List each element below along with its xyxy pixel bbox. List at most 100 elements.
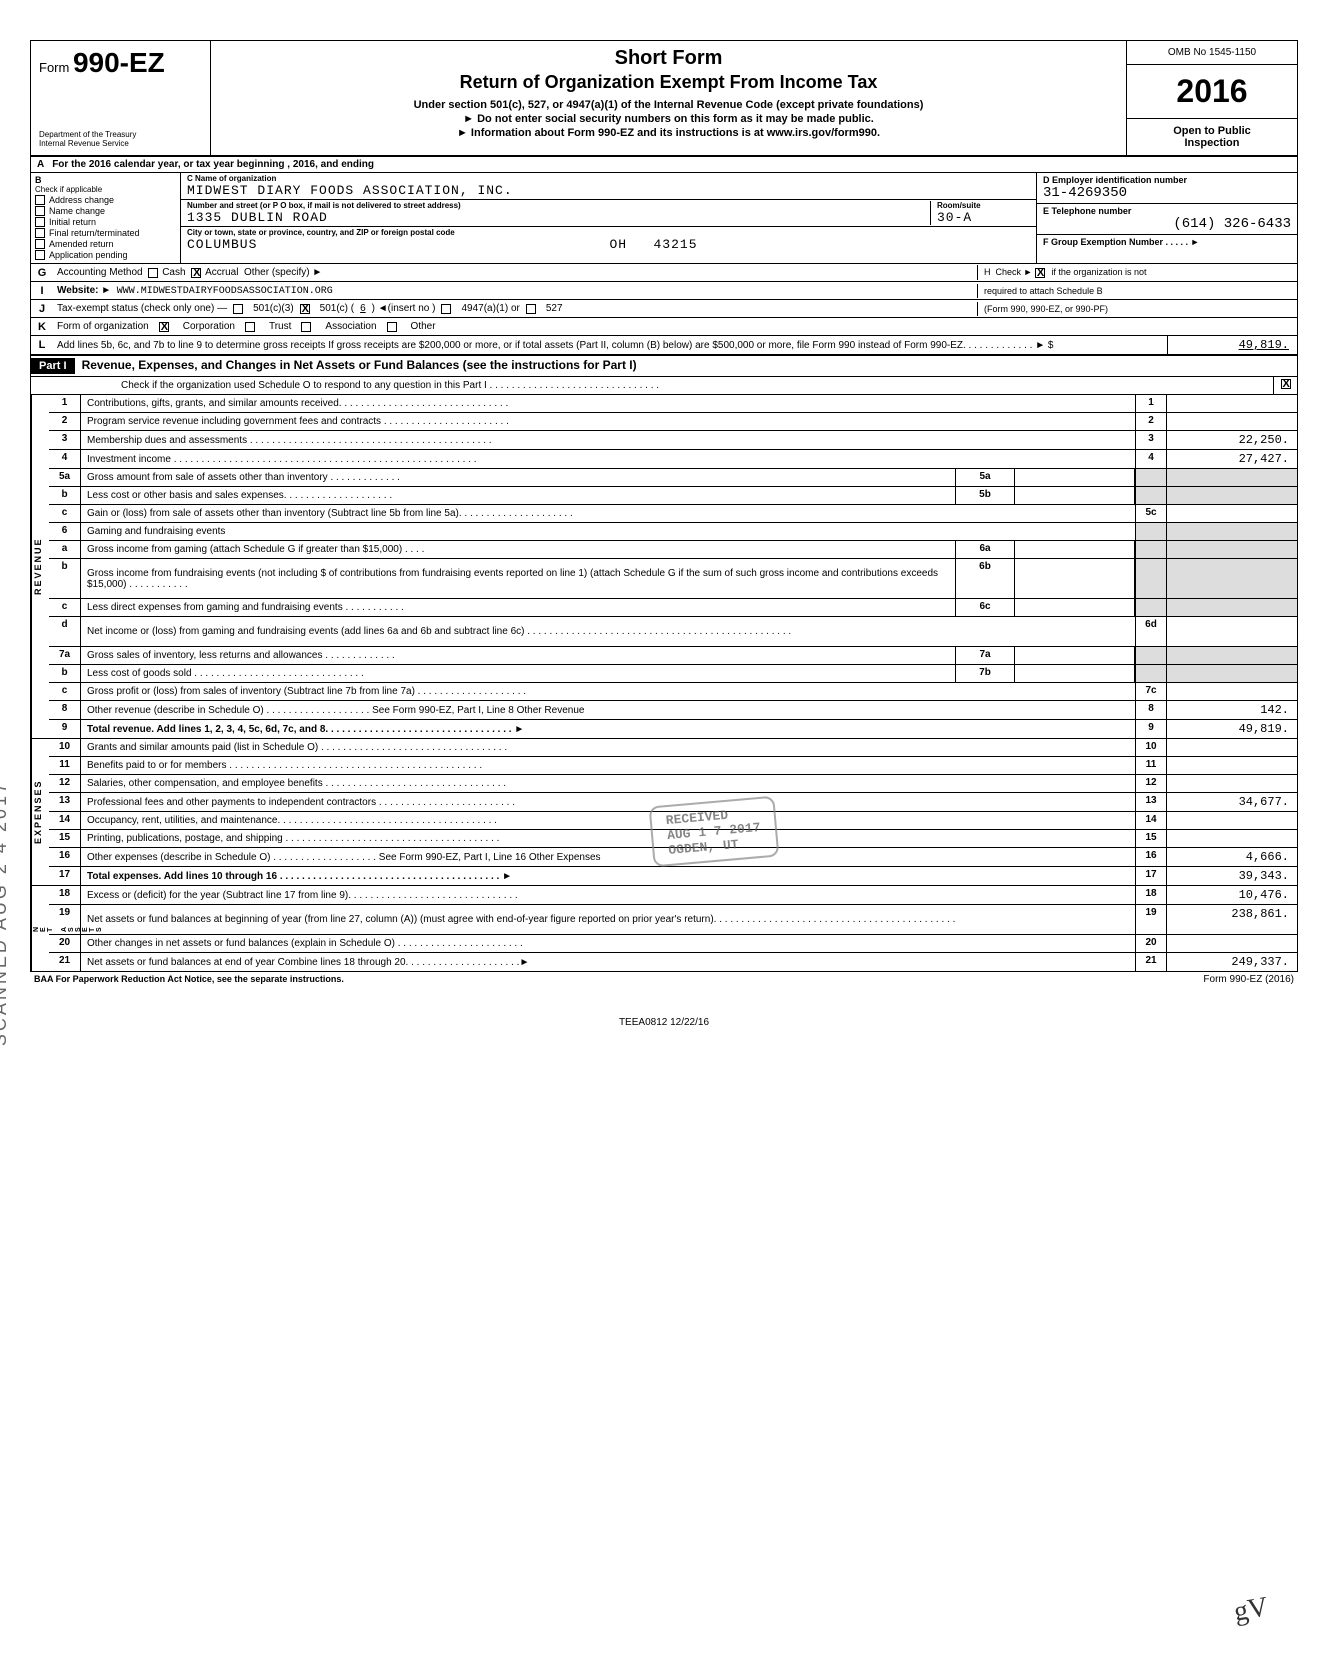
chk-name[interactable] xyxy=(35,206,45,216)
line-j: J Tax-exempt status (check only one) — 5… xyxy=(31,300,1297,318)
box6c: 6c xyxy=(955,599,1015,616)
chk-501c[interactable] xyxy=(300,304,310,314)
omb-number: OMB No 1545-1150 xyxy=(1127,41,1297,65)
d5c: Gain or (loss) from sale of assets other… xyxy=(81,505,1135,522)
d14: Occupancy, rent, utilities, and maintena… xyxy=(81,812,1135,829)
line-g-h: G Accounting Method Cash Accrual Other (… xyxy=(31,264,1297,282)
n5a: 5a xyxy=(49,469,81,486)
d12: Salaries, other compensation, and employ… xyxy=(81,775,1135,792)
rn17: 17 xyxy=(1135,867,1167,885)
a4: 27,427. xyxy=(1167,450,1297,468)
chk-initial[interactable] xyxy=(35,217,45,227)
header-left: Form 990-EZ Department of the Treasury I… xyxy=(31,41,211,155)
lbl-501c3: 501(c)(3) xyxy=(253,303,294,314)
lbl-other-method: Other (specify) ► xyxy=(244,267,322,278)
chk-cash[interactable] xyxy=(148,268,158,278)
footer: BAA For Paperwork Reduction Act Notice, … xyxy=(30,972,1298,987)
g-label: Accounting Method xyxy=(57,267,143,278)
n7c: c xyxy=(49,683,81,700)
n10: 10 xyxy=(49,739,81,756)
rn3: 3 xyxy=(1135,431,1167,449)
a3: 22,250. xyxy=(1167,431,1297,449)
chk-4947[interactable] xyxy=(441,304,451,314)
rn13: 13 xyxy=(1135,793,1167,811)
phone: (614) 326-6433 xyxy=(1043,216,1291,232)
title-return: Return of Organization Exempt From Incom… xyxy=(221,72,1116,93)
chk-pending[interactable] xyxy=(35,250,45,260)
lbl-assoc: Association xyxy=(325,321,376,332)
rn6d: 6d xyxy=(1135,617,1167,646)
rn7c: 7c xyxy=(1135,683,1167,700)
line-h: H Check ► if the organization is not xyxy=(977,265,1297,280)
chk-schedule-o[interactable] xyxy=(1281,379,1291,389)
lbl-accrual: Accrual xyxy=(205,267,238,278)
tax-year: 2016 xyxy=(1127,65,1297,119)
n13: 13 xyxy=(49,793,81,811)
d16: Other expenses (describe in Schedule O) … xyxy=(81,848,1135,866)
chk-accrual[interactable] xyxy=(191,268,201,278)
a10 xyxy=(1167,739,1297,756)
d7b: Less cost of goods sold . . . . . . . . … xyxy=(81,665,955,682)
a1 xyxy=(1167,395,1297,412)
zip: 43215 xyxy=(654,237,698,252)
subtitle-code: Under section 501(c), 527, or 4947(a)(1)… xyxy=(221,99,1116,111)
rn18: 18 xyxy=(1135,886,1167,904)
inspection-open: Open to Public xyxy=(1133,125,1291,137)
ein: 31-4269350 xyxy=(1043,185,1291,201)
rn20: 20 xyxy=(1135,935,1167,952)
n6d: d xyxy=(49,617,81,646)
a16: 4,666. xyxy=(1167,848,1297,866)
a19: 238,861. xyxy=(1167,905,1297,934)
chk-h[interactable] xyxy=(1035,268,1045,278)
chk-address[interactable] xyxy=(35,195,45,205)
a17: 39,343. xyxy=(1167,867,1297,885)
check-header: Check if applicable xyxy=(35,185,176,194)
chk-corp[interactable] xyxy=(159,322,169,332)
n17: 17 xyxy=(49,867,81,885)
header-right: OMB No 1545-1150 2016 Open to Public Ins… xyxy=(1127,41,1297,155)
a2 xyxy=(1167,413,1297,430)
vlabel-expenses: EXPENSES xyxy=(31,739,49,885)
d6d: Net income or (loss) from gaming and fun… xyxy=(81,617,1135,646)
col-b-checks: B Check if applicable Address change Nam… xyxy=(31,173,181,263)
n1: 1 xyxy=(49,395,81,412)
lbl-amended: Amended return xyxy=(49,239,114,249)
revenue-section: REVENUE 1Contributions, gifts, grants, a… xyxy=(31,395,1297,739)
chk-501c3[interactable] xyxy=(233,304,243,314)
d11: Benefits paid to or for members . . . . … xyxy=(81,757,1135,774)
rn16: 16 xyxy=(1135,848,1167,866)
d1: Contributions, gifts, grants, and simila… xyxy=(81,395,1135,412)
netassets-section: NET ASSETS 18Excess or (deficit) for the… xyxy=(31,886,1297,971)
lbl-trust: Trust xyxy=(269,321,291,332)
lbl-pending: Application pending xyxy=(49,250,128,260)
chk-amended[interactable] xyxy=(35,239,45,249)
n7a: 7a xyxy=(49,647,81,664)
lbl-corp: Corporation xyxy=(183,321,235,332)
l-text: Add lines 5b, 6c, and 7b to line 9 to de… xyxy=(53,338,1167,353)
line-k: K Form of organization Corporation Trust… xyxy=(31,318,1297,336)
part1-check-text: Check if the organization used Schedule … xyxy=(31,377,1273,394)
chk-other-org[interactable] xyxy=(387,322,397,332)
c-label: C Name of organization xyxy=(187,174,1030,183)
part1-header: Part I Revenue, Expenses, and Changes in… xyxy=(31,356,1297,377)
chk-527[interactable] xyxy=(526,304,536,314)
d5a: Gross amount from sale of assets other t… xyxy=(81,469,955,486)
signature-mark: gV xyxy=(1231,1591,1270,1628)
chk-final[interactable] xyxy=(35,228,45,238)
room-label: Room/suite xyxy=(937,201,1030,210)
website: WWW.MIDWESTDAIRYFOODSASSOCIATION.ORG xyxy=(117,286,333,297)
n12: 12 xyxy=(49,775,81,792)
line-i: I Website: ► WWW.MIDWESTDAIRYFOODSASSOCI… xyxy=(31,282,1297,300)
n6b: b xyxy=(49,559,81,598)
inspection-label: Inspection xyxy=(1133,137,1291,149)
d4: Investment income . . . . . . . . . . . … xyxy=(81,450,1135,468)
n6a: a xyxy=(49,541,81,558)
n11: 11 xyxy=(49,757,81,774)
chk-assoc[interactable] xyxy=(301,322,311,332)
n5c: c xyxy=(49,505,81,522)
chk-trust[interactable] xyxy=(245,322,255,332)
n5b: b xyxy=(49,487,81,504)
f-label: F Group Exemption Number . . . . . ► xyxy=(1043,237,1291,247)
scanned-stamp: SCANNED AUG 2 4 2017 xyxy=(0,780,11,1046)
n21: 21 xyxy=(49,953,81,971)
